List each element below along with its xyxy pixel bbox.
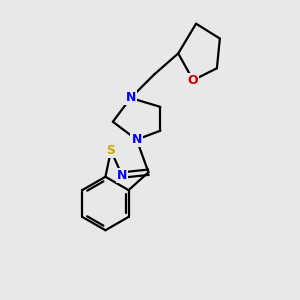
Text: S: S [106,144,116,157]
Text: N: N [131,133,142,146]
Text: N: N [125,92,136,104]
Text: N: N [117,169,127,182]
Text: O: O [188,74,198,87]
